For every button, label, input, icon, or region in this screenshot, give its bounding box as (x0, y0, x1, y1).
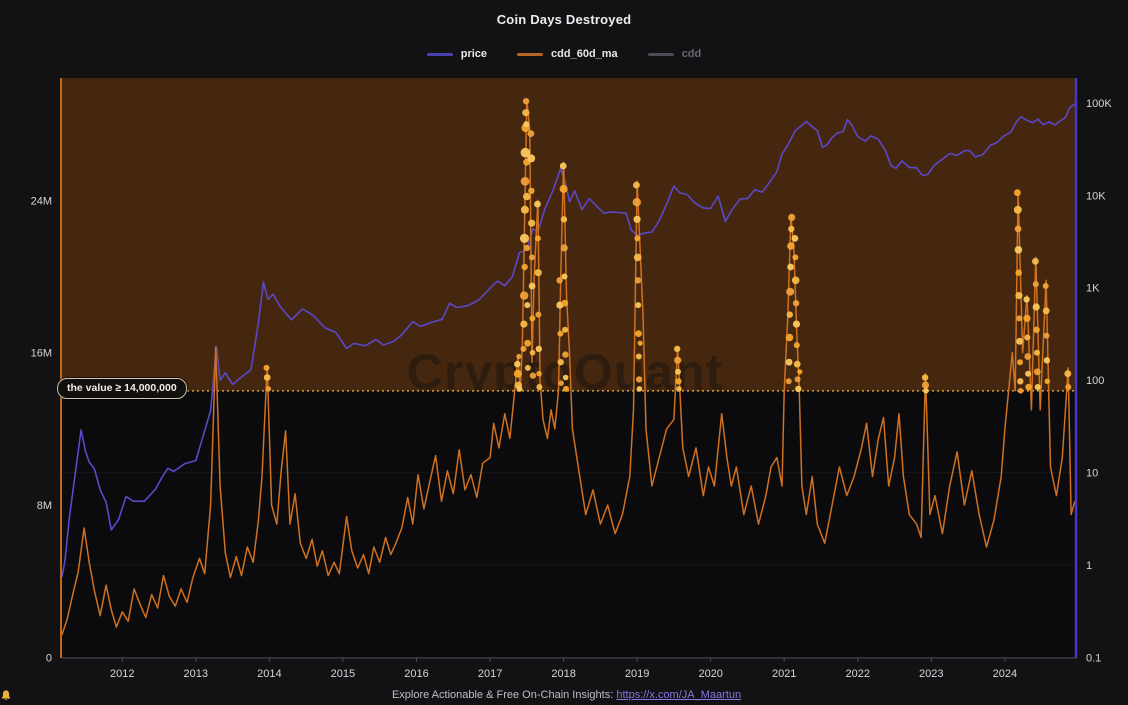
svg-text:0.1: 0.1 (1086, 653, 1101, 665)
svg-text:2012: 2012 (110, 668, 134, 680)
svg-text:10: 10 (1086, 468, 1098, 480)
svg-text:10K: 10K (1086, 190, 1106, 202)
legend-item-cdd-60d-ma[interactable]: cdd_60d_ma (517, 48, 618, 60)
legend-label-cdd-60d-ma: cdd_60d_ma (551, 48, 618, 60)
cdd-60d-ma-line (61, 98, 1076, 636)
svg-text:2015: 2015 (331, 668, 355, 680)
threshold-annotation: the value ≥ 14,000,000 (57, 378, 187, 399)
cdd-line-swatch (647, 52, 674, 56)
chart-title: Coin Days Destroyed (496, 12, 632, 27)
svg-text:2024: 2024 (993, 668, 1017, 680)
svg-text:2014: 2014 (257, 668, 281, 680)
footer-link[interactable]: https://x.com/JA_Maartun (616, 689, 742, 701)
svg-text:1K: 1K (1086, 283, 1100, 295)
legend-label-cdd: cdd (681, 48, 702, 60)
svg-text:2021: 2021 (772, 668, 796, 680)
svg-text:24M: 24M (31, 195, 52, 207)
svg-text:2013: 2013 (184, 668, 208, 680)
svg-text:2023: 2023 (919, 668, 943, 680)
svg-text:16M: 16M (31, 348, 52, 360)
svg-text:100: 100 (1086, 375, 1104, 387)
legend-item-price[interactable]: price (426, 48, 488, 60)
legend: price cdd_60d_ma cdd (0, 48, 1128, 60)
footer-text: Explore Actionable & Free On-Chain Insig… (391, 689, 614, 701)
svg-text:0: 0 (46, 653, 52, 665)
svg-text:2020: 2020 (698, 668, 722, 680)
svg-text:100K: 100K (1086, 98, 1112, 110)
price-line-swatch (426, 52, 453, 56)
svg-text:2018: 2018 (551, 668, 575, 680)
cdd-60d-ma-line-swatch (517, 52, 544, 56)
svg-text:2022: 2022 (846, 668, 870, 680)
svg-text:1: 1 (1086, 560, 1092, 572)
svg-text:2019: 2019 (625, 668, 649, 680)
legend-label-price: price (460, 48, 488, 60)
svg-text:2016: 2016 (404, 668, 428, 680)
svg-text:2017: 2017 (478, 668, 502, 680)
price-line (61, 103, 1076, 578)
footer: Explore Actionable & Free On-Chain Insig… (0, 689, 1128, 701)
svg-text:8M: 8M (37, 500, 52, 512)
legend-item-cdd[interactable]: cdd (647, 48, 702, 60)
